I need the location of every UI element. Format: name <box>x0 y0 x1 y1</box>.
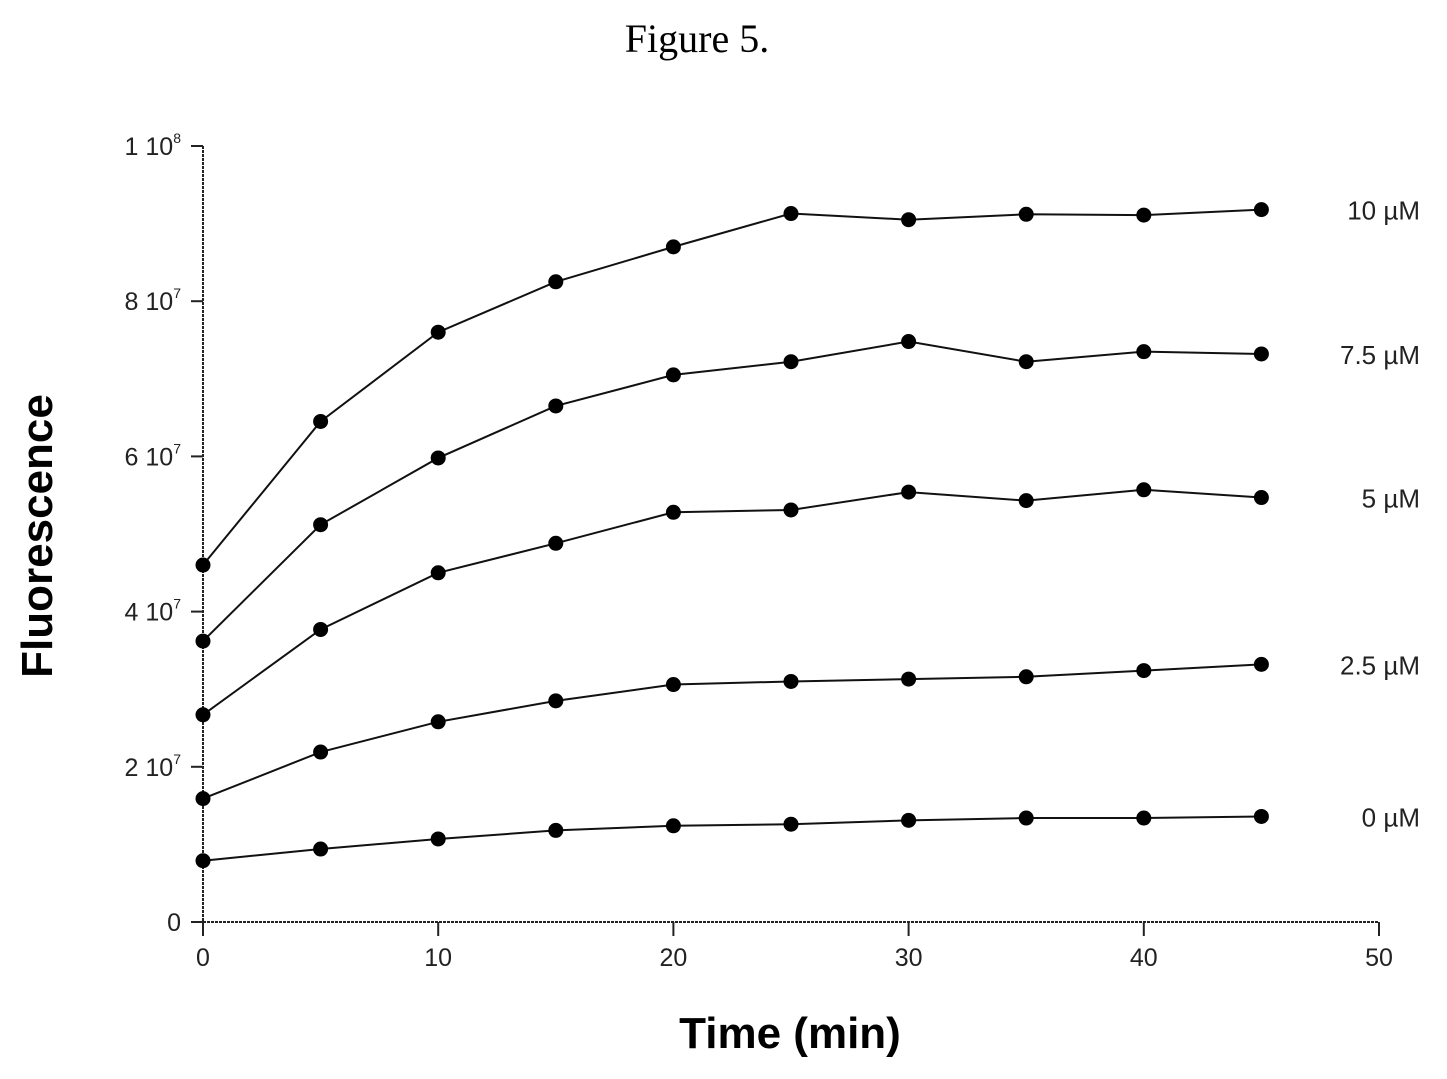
series-line <box>202 488 1262 716</box>
data-point <box>1018 354 1034 370</box>
series-label: 5 µM <box>1362 484 1420 514</box>
data-point <box>195 853 211 869</box>
series-label: 0 µM <box>1362 802 1420 832</box>
data-point <box>783 816 799 832</box>
data-point <box>548 822 564 838</box>
data-point <box>901 212 917 228</box>
data-point <box>195 707 211 723</box>
axis-ticks: 0 10 20 30 40 50 0 2 107 4 107 6 107 8 107 1 108 <box>125 130 1393 972</box>
data-point <box>1136 663 1152 679</box>
series-line <box>202 208 1262 566</box>
x-axis-title: Time (min) <box>679 1009 901 1058</box>
data-point <box>665 504 681 520</box>
data-point <box>783 673 799 689</box>
x-tick-label: 50 <box>1365 944 1393 972</box>
x-tick-label: 10 <box>424 944 452 972</box>
y-tick-label: 6 107 <box>125 440 182 471</box>
data-point <box>430 714 446 730</box>
data-point <box>548 693 564 709</box>
data-point <box>1253 202 1269 218</box>
data-point <box>665 367 681 383</box>
data-point <box>313 413 329 429</box>
series-line <box>202 663 1262 800</box>
data-point <box>1018 810 1034 826</box>
y-tick-label: 0 <box>167 909 181 937</box>
data-point <box>1136 207 1152 223</box>
data-point <box>313 621 329 637</box>
data-point <box>1018 206 1034 222</box>
data-point <box>901 484 917 500</box>
data-point <box>1136 482 1152 498</box>
data-point <box>901 334 917 350</box>
data-point <box>1253 808 1269 824</box>
data-point <box>783 502 799 518</box>
data-point <box>1136 810 1152 826</box>
data-point <box>313 841 329 857</box>
data-point <box>665 677 681 693</box>
figure-title: Figure 5. <box>625 16 769 61</box>
series-label: 2.5 µM <box>1340 650 1420 680</box>
y-axis-title: Fluorescence <box>13 394 62 678</box>
x-tick-label: 20 <box>659 944 687 972</box>
data-point <box>548 398 564 414</box>
data-point <box>665 818 681 834</box>
series-line <box>202 815 1262 862</box>
series-group: 10 µM 7.5 µM 5 µM 2.5 µM 0 µM <box>195 196 1420 869</box>
data-point <box>313 744 329 760</box>
data-point <box>783 206 799 222</box>
data-point <box>901 812 917 828</box>
x-tick-label: 0 <box>196 944 210 972</box>
data-point <box>901 671 917 687</box>
data-point <box>430 450 446 466</box>
data-point <box>1018 669 1034 685</box>
data-point <box>430 324 446 340</box>
data-point <box>1253 490 1269 506</box>
data-point <box>548 535 564 551</box>
data-point <box>1136 344 1152 360</box>
series-line <box>202 340 1262 642</box>
data-point <box>430 565 446 581</box>
data-point <box>195 633 211 649</box>
y-tick-label: 8 107 <box>125 285 182 316</box>
y-tick-label: 2 107 <box>125 751 182 782</box>
data-point <box>313 517 329 533</box>
data-point <box>783 354 799 370</box>
series-label: 10 µM <box>1347 196 1420 226</box>
data-point <box>195 557 211 573</box>
data-point <box>1253 346 1269 362</box>
y-tick-label: 4 107 <box>125 596 182 627</box>
series-label: 7.5 µM <box>1340 340 1420 370</box>
data-point <box>548 274 564 290</box>
x-tick-label: 40 <box>1130 944 1158 972</box>
data-point <box>1018 493 1034 509</box>
y-tick-label: 1 108 <box>125 130 182 161</box>
data-point <box>195 791 211 807</box>
data-point <box>665 239 681 255</box>
data-point <box>430 831 446 847</box>
x-tick-label: 30 <box>895 944 923 972</box>
data-point <box>1253 656 1269 672</box>
